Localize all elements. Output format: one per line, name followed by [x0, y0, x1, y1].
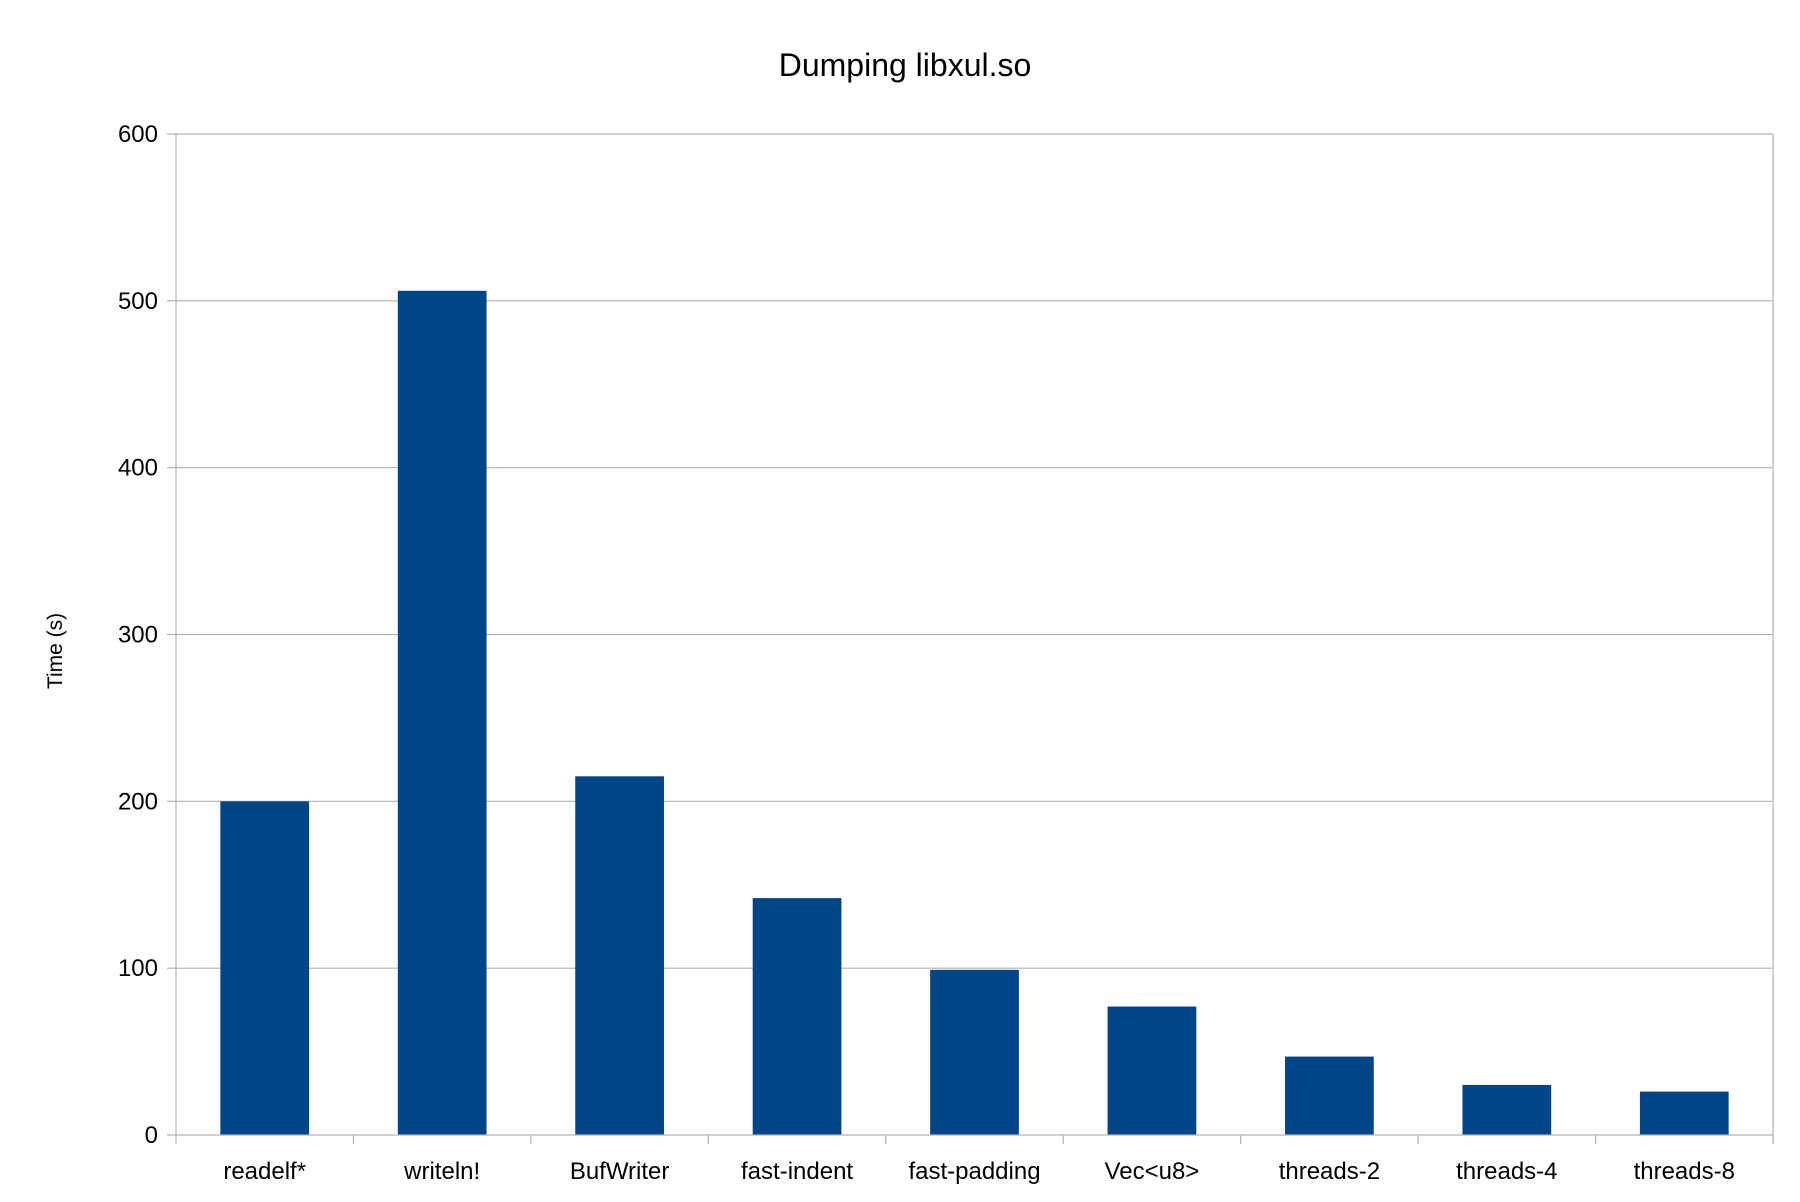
bar	[1107, 1006, 1197, 1135]
x-tick-labels: readelf* writeln! BufWriter fast-indent fast…	[223, 1158, 1735, 1185]
y-tick-label: 100	[118, 955, 158, 982]
x-tick-label: threads-8	[1634, 1158, 1735, 1185]
bar	[575, 776, 664, 1135]
bar	[397, 290, 487, 1135]
x-tick-label: Vec<u8>	[1105, 1158, 1200, 1185]
y-axis-label: Time (s)	[44, 613, 67, 689]
x-tick-label: BufWriter	[570, 1158, 670, 1185]
x-tick-label: fast-indent	[741, 1158, 853, 1185]
bar	[1462, 1084, 1552, 1135]
y-tick-label: 600	[118, 121, 158, 148]
y-tick-label: 500	[118, 288, 158, 315]
x-tick-label: fast-padding	[908, 1158, 1040, 1185]
axes	[167, 133, 1774, 1144]
bar	[930, 969, 1019, 1135]
x-tick-label: threads-4	[1456, 1158, 1557, 1185]
y-tick-label: 400	[118, 455, 158, 482]
chart-title: Dumping libxul.so	[779, 47, 1032, 83]
x-tick-label: readelf*	[223, 1158, 306, 1185]
bars	[220, 290, 1729, 1135]
y-tick-labels: 0 100 200 300 400 500 600	[118, 121, 158, 1149]
bar	[1285, 1056, 1374, 1135]
y-tick-label: 300	[118, 622, 158, 649]
y-tick-label: 200	[118, 788, 158, 815]
x-tick-label: writeln!	[403, 1158, 480, 1185]
bar	[752, 898, 842, 1135]
bar	[220, 801, 310, 1135]
bar	[1639, 1091, 1729, 1135]
y-tick-label: 0	[145, 1122, 158, 1149]
x-tick-label: threads-2	[1279, 1158, 1380, 1185]
